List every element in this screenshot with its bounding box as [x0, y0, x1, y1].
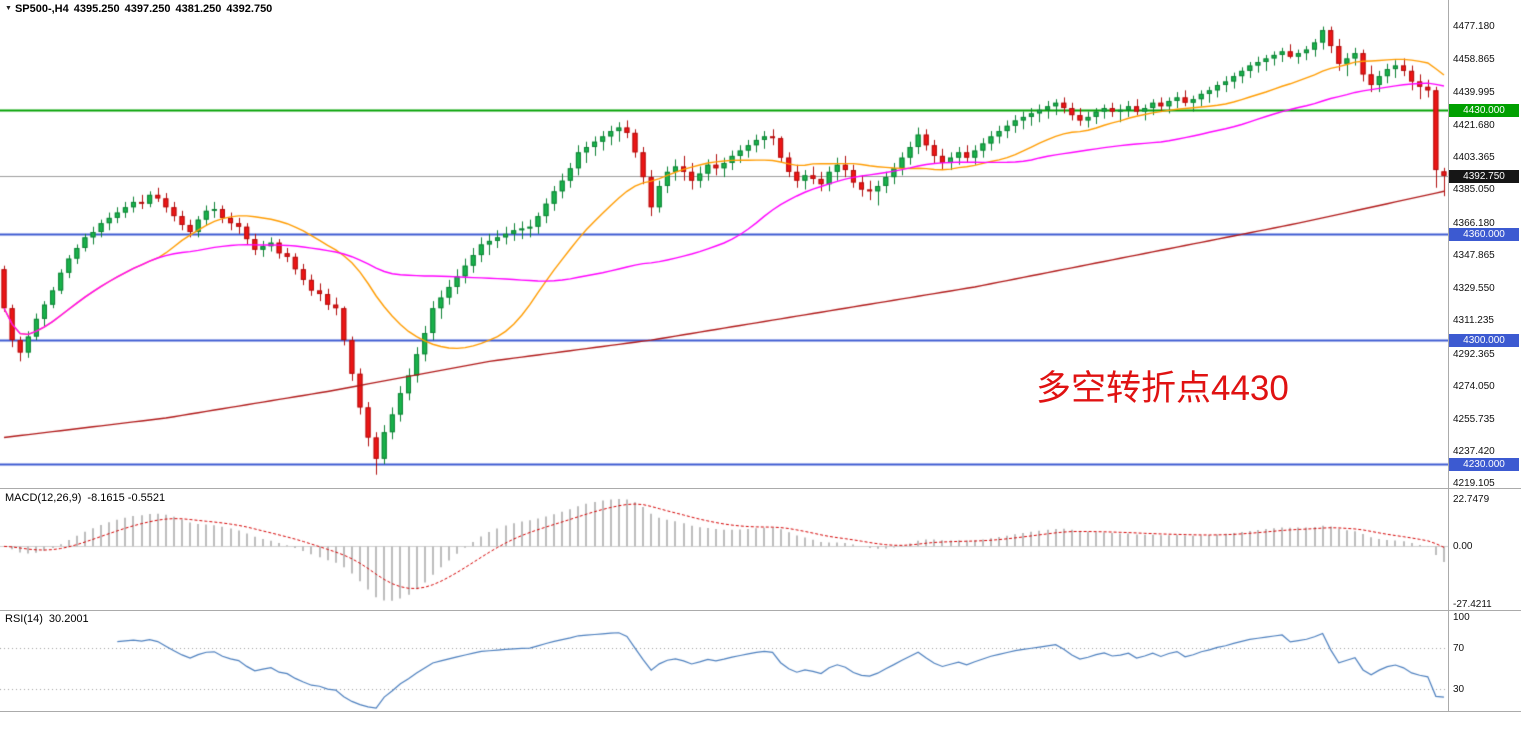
macd-title: MACD(12,26,9) [5, 492, 82, 504]
price-scale-label: 4385.050 [1453, 184, 1495, 196]
price-scale-label: 4347.865 [1453, 250, 1495, 262]
rsi-scale-label: 100 [1453, 612, 1470, 624]
price-scale-label: 4311.235 [1453, 315, 1494, 327]
rsi-label: RSI(14) 30.2001 [5, 613, 95, 625]
rsi-value: 30.2001 [48, 613, 89, 625]
symbol-marker-icon: ▼ [5, 5, 12, 12]
price-scale-label: 4439.995 [1453, 87, 1495, 99]
price-level-badge: 4430.000 [1449, 103, 1519, 117]
macd-indicator-canvas[interactable] [0, 489, 1448, 610]
price-scale-axis[interactable] [1448, 0, 1521, 712]
price-scale-label: 4292.365 [1453, 348, 1495, 360]
price-scale-label: 4366.180 [1453, 217, 1495, 229]
macd-scale-label: -27.4211 [1453, 598, 1492, 610]
chart-header: ▼ SP500-,H4 4395.250 4397.250 4381.250 4392.7… [5, 3, 277, 15]
rsi-scale-label: 30 [1453, 683, 1465, 695]
macd-label: MACD(12,26,9) -8.1615 -0.5521 [5, 492, 171, 504]
close-value: 4392.750 [226, 3, 273, 15]
macd-values: -8.1615 -0.5521 [87, 492, 166, 504]
low-value: 4381.250 [175, 3, 222, 15]
macd-scale-label: 22.7479 [1453, 493, 1490, 505]
open-value: 4395.250 [73, 3, 120, 15]
price-level-badge: 4300.000 [1449, 334, 1519, 348]
price-scale-label: 4421.680 [1453, 119, 1495, 131]
price-scale-label: 4403.365 [1453, 152, 1495, 163]
rsi-indicator-canvas[interactable] [0, 611, 1448, 711]
price-scale-label: 4274.050 [1453, 381, 1495, 393]
price-scale-label: 4219.105 [1453, 478, 1495, 490]
price-chart-canvas[interactable] [0, 0, 1448, 488]
price-level-badge: 4230.000 [1449, 458, 1519, 472]
panel-separator [0, 711, 1521, 712]
symbol-period-label: SP500-,H4 [14, 3, 69, 15]
price-level-badge: 4392.750 [1449, 169, 1519, 183]
price-level-badge: 4360.000 [1449, 227, 1519, 241]
price-annotation-text[interactable]: 多空转折点4430 [1036, 369, 1289, 408]
rsi-title: RSI(14) [5, 613, 43, 625]
price-scale-label: 4458.865 [1453, 53, 1495, 65]
price-scale-label: 4237.420 [1453, 445, 1495, 457]
rsi-scale-label: 70 [1453, 642, 1465, 654]
panel-separator[interactable] [0, 488, 1521, 489]
scale-separator [1448, 0, 1449, 712]
price-scale-label: 4477.180 [1453, 21, 1495, 33]
macd-scale-label: 0.00 [1453, 541, 1473, 553]
price-scale-label: 4255.735 [1453, 413, 1495, 425]
panel-separator[interactable] [0, 610, 1521, 611]
high-value: 4397.250 [124, 3, 171, 15]
price-scale-label: 4329.550 [1453, 282, 1495, 294]
